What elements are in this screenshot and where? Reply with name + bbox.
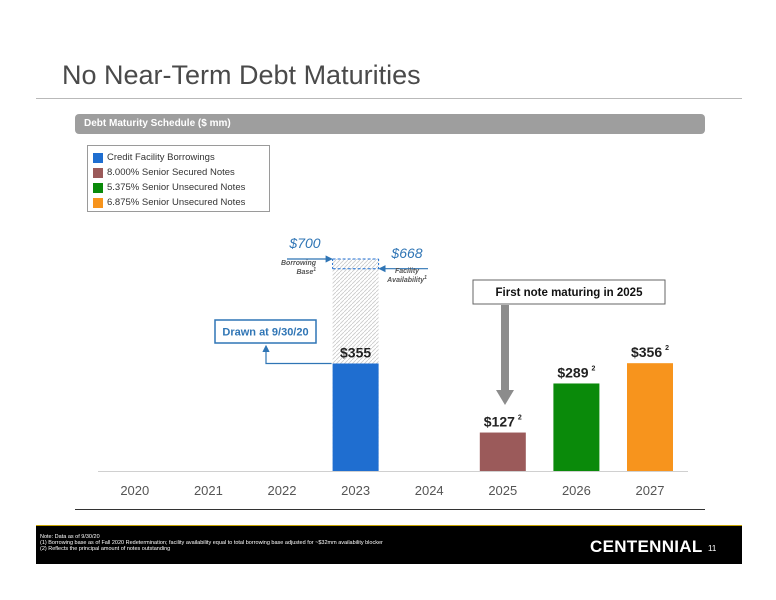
footnote-note: Note: Data as of 9/30/20 [40,534,100,540]
footnote-1: (1) Borrowing base as of Fall 2020 Redet… [40,540,383,546]
drawn-callout-text: Drawn at 9/30/20 [222,327,308,339]
title-divider [36,98,742,99]
x-tick-label-2020: 2020 [120,483,149,498]
footer-bar [36,526,742,564]
section-header: Debt Maturity Schedule ($ mm) [75,114,705,134]
legend-swatch-unsecured-5375 [93,182,103,193]
x-tick-label-2024: 2024 [415,483,444,498]
company-logo: CENTENNIAL [590,537,703,556]
borrowing-base-label-line1: Borrowing [281,260,317,267]
legend-swatch-unsecured-6875 [93,197,103,208]
first-note-callout-box [472,279,666,305]
drawn-callout-box [214,319,317,344]
x-tick-label-2022: 2022 [268,483,297,498]
facility-label-line1: Facility [395,268,420,275]
legend-item-senior-secured: 8.000% Senior Secured Notes [93,165,269,180]
legend-item-unsecured-5375: 5.375% Senior Unsecured Notes [93,180,269,195]
first-note-arrow-head [496,390,514,405]
x-tick-label-2025: 2025 [488,483,517,498]
legend-swatch-credit-facility [93,152,103,163]
first-note-arrow-shaft [501,305,509,391]
legend-label-senior-secured: 8.000% Senior Secured Notes [107,167,235,178]
bar-label-2027: $356 2 [631,344,669,360]
facility-availability-value: $668 [390,245,422,261]
legend-label-unsecured-6875: 6.875% Senior Unsecured Notes [107,197,246,208]
legend-item-credit-facility: Credit Facility Borrowings [93,150,269,165]
legend-swatch-senior-secured [93,167,103,178]
borrowing-base-label-line2: Base1 [296,267,316,276]
x-tick-label-2027: 2027 [636,483,665,498]
facility-label-line2: Availability1 [386,275,427,284]
legend-label-unsecured-5375: 5.375% Senior Unsecured Notes [107,182,246,193]
bar-2023 [332,363,379,471]
bar-2027 [627,363,673,471]
page-title: No Near-Term Debt Maturities [62,60,421,90]
bar-label-2026: $289 2 [557,364,595,380]
bar-2025 [479,432,526,471]
x-tick-label-2026: 2026 [562,483,591,498]
legend-item-unsecured-6875: 6.875% Senior Unsecured Notes [93,195,269,210]
bar-2026 [553,383,600,471]
page-number: 11 [708,544,717,553]
legend-label-credit-facility: Credit Facility Borrowings [107,152,215,163]
borrowing-base-value: $700 [288,235,320,251]
bar-label-2025: $127 2 [484,414,522,430]
drawn-callout-arrow [262,344,332,365]
bar-label-2023: $355 [340,344,371,360]
x-tick-label-2021: 2021 [194,483,223,498]
first-note-callout-text: First note maturing in 2025 [496,287,644,299]
debt-maturity-chart: $355 $127 2 $289 2 $356 2 2020 2021 2022 2023 2024 2… [75,235,705,510]
chart-legend: Credit Facility Borrowings 8.000% Senior… [87,145,270,212]
footnote-2: (2) Reflects the principal amount of not… [40,546,171,552]
x-tick-label-2023: 2023 [341,483,370,498]
